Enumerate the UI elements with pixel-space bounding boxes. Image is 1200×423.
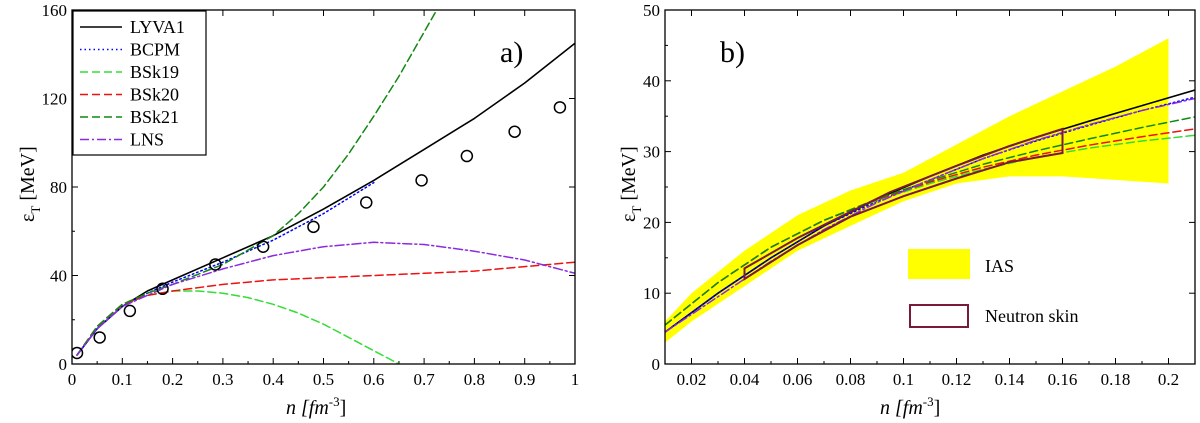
panel-b-plot-area	[665, 38, 1195, 343]
marker-point	[256, 240, 270, 253]
panel-a-xlabel-main: n [fm	[286, 397, 329, 419]
series-line-bsk21	[76, 10, 438, 356]
panel-a-ylabel-sub: T	[28, 206, 43, 214]
b-xtick-label: 0.16	[1048, 370, 1078, 389]
panel-b: 0.02 0.04 0.06 0.08 0.1 0.12 0.14 0.16 0.18 0.2 0 1…	[618, 1, 1196, 419]
a-xtick-label: 0.8	[464, 370, 485, 389]
legend-label-ias: IAS	[985, 256, 1014, 276]
panel-a-ylabel-main: ε	[17, 214, 39, 222]
b-xtick-label: 0.06	[783, 370, 813, 389]
b-ytick-label: 10	[643, 284, 660, 303]
panel-a-xlabel-sup: -3	[329, 394, 340, 409]
b-ytick-label: 50	[643, 1, 660, 20]
panel-b-xlabel-main: n [fm	[880, 397, 923, 419]
legend-label-bcpm: BCPM	[130, 40, 180, 60]
a-xtick-label: 0	[68, 370, 77, 389]
marker-point	[307, 220, 320, 234]
legend-label-lyva1: LYVA1	[130, 17, 185, 37]
a-ytick-label: 160	[42, 1, 68, 20]
panel-a-ylabel: εT [MeV]	[17, 146, 43, 222]
marker-point	[72, 346, 84, 360]
a-xtick-label: 0.9	[514, 370, 535, 389]
panel-a-label: a)	[500, 36, 523, 69]
legend-label-lns: LNS	[130, 130, 164, 150]
polygon-neutron-skin	[743, 127, 1064, 281]
marker-point	[209, 258, 222, 271]
panel-b-label: b)	[720, 36, 745, 69]
panel-a-xlabel-end: ]	[340, 397, 347, 419]
a-xtick-label: 0.1	[112, 370, 133, 389]
legend-label-bsk20: BSk20	[130, 85, 179, 105]
marker-point	[553, 101, 567, 114]
a-ytick-label: 120	[42, 90, 68, 109]
marker-point	[460, 149, 474, 163]
legend-swatch-ias	[908, 249, 970, 279]
a-xtick-label: 0.5	[313, 370, 334, 389]
b-ytick-label: 30	[643, 143, 660, 162]
b-xtick-label: 0.12	[942, 370, 972, 389]
series-line-lns	[76, 241, 575, 356]
b-ytick-label: 20	[643, 213, 660, 232]
marker-point	[93, 331, 106, 344]
series-line-bsk20	[76, 261, 575, 356]
panel-b-xlabel-end: ]	[934, 397, 941, 419]
legend-label-bsk19: BSk19	[130, 62, 179, 82]
panel-a-ylabel-end: [MeV]	[17, 146, 39, 205]
panel-a-xlabel: n [fm-3]	[286, 394, 346, 419]
b-xtick-label: 0.04	[730, 370, 760, 389]
b-ytick-label: 0	[652, 355, 661, 374]
legend-label-neutron-skin: Neutron skin	[985, 306, 1079, 326]
series-line-bcpm	[76, 181, 375, 356]
panel-b-ylabel-sub: T	[629, 206, 644, 214]
panel-b-legend: IAS Neutron skin	[908, 249, 1079, 328]
panel-b-ylabel: εT [MeV]	[618, 146, 644, 222]
a-xtick-label: 0.2	[162, 370, 183, 389]
marker-point	[360, 196, 373, 209]
a-ytick-label: 0	[59, 355, 68, 374]
legend-swatch-neutron-skin	[909, 304, 969, 328]
a-xtick-label: 0.7	[413, 370, 435, 389]
a-xtick-label: 1	[571, 370, 580, 389]
panel-b-ylabel-end: [MeV]	[618, 146, 640, 205]
b-xtick-label: 0.18	[1101, 370, 1131, 389]
b-xtick-label: 0.1	[893, 370, 914, 389]
series-line-bsk19	[76, 290, 400, 364]
a-ytick-label: 40	[50, 267, 67, 286]
b-xtick-label: 0.08	[836, 370, 866, 389]
b-xtick-label: 0.02	[677, 370, 707, 389]
a-xtick-label: 0.3	[212, 370, 233, 389]
b-xtick-label: 0.14	[995, 370, 1025, 389]
a-xtick-label: 0.4	[263, 370, 285, 389]
panel-a-plot-area	[72, 10, 575, 364]
panel-b-frame	[664, 9, 1196, 365]
panel-a-ticks: 0 0.1 0.2 0.3 0.4 0.5 0.6 0.7 0.8 0.9 1 0 40 80 120 160	[42, 1, 580, 389]
marker-point	[415, 174, 428, 187]
panel-a-frame	[71, 9, 576, 365]
panel-a: 0 0.1 0.2 0.3 0.4 0.5 0.6 0.7 0.8 0.9 1 0 40 80 120 160…	[17, 1, 579, 419]
panel-b-xlabel: n [fm-3]	[880, 394, 940, 419]
b-xtick-label: 0.2	[1158, 370, 1179, 389]
b-ytick-label: 40	[643, 72, 660, 91]
panel-b-xlabel-sup: -3	[923, 394, 934, 409]
panel-b-ylabel-main: ε	[618, 214, 640, 222]
legend-label-bsk21: BSk21	[130, 107, 179, 127]
panel-a-legend-box	[72, 10, 207, 156]
marker-point	[508, 125, 521, 138]
a-xtick-label: 0.6	[363, 370, 384, 389]
marker-point	[123, 304, 137, 318]
a-ytick-label: 80	[50, 178, 67, 197]
marker-point	[156, 282, 169, 296]
band-ias	[665, 38, 1169, 343]
